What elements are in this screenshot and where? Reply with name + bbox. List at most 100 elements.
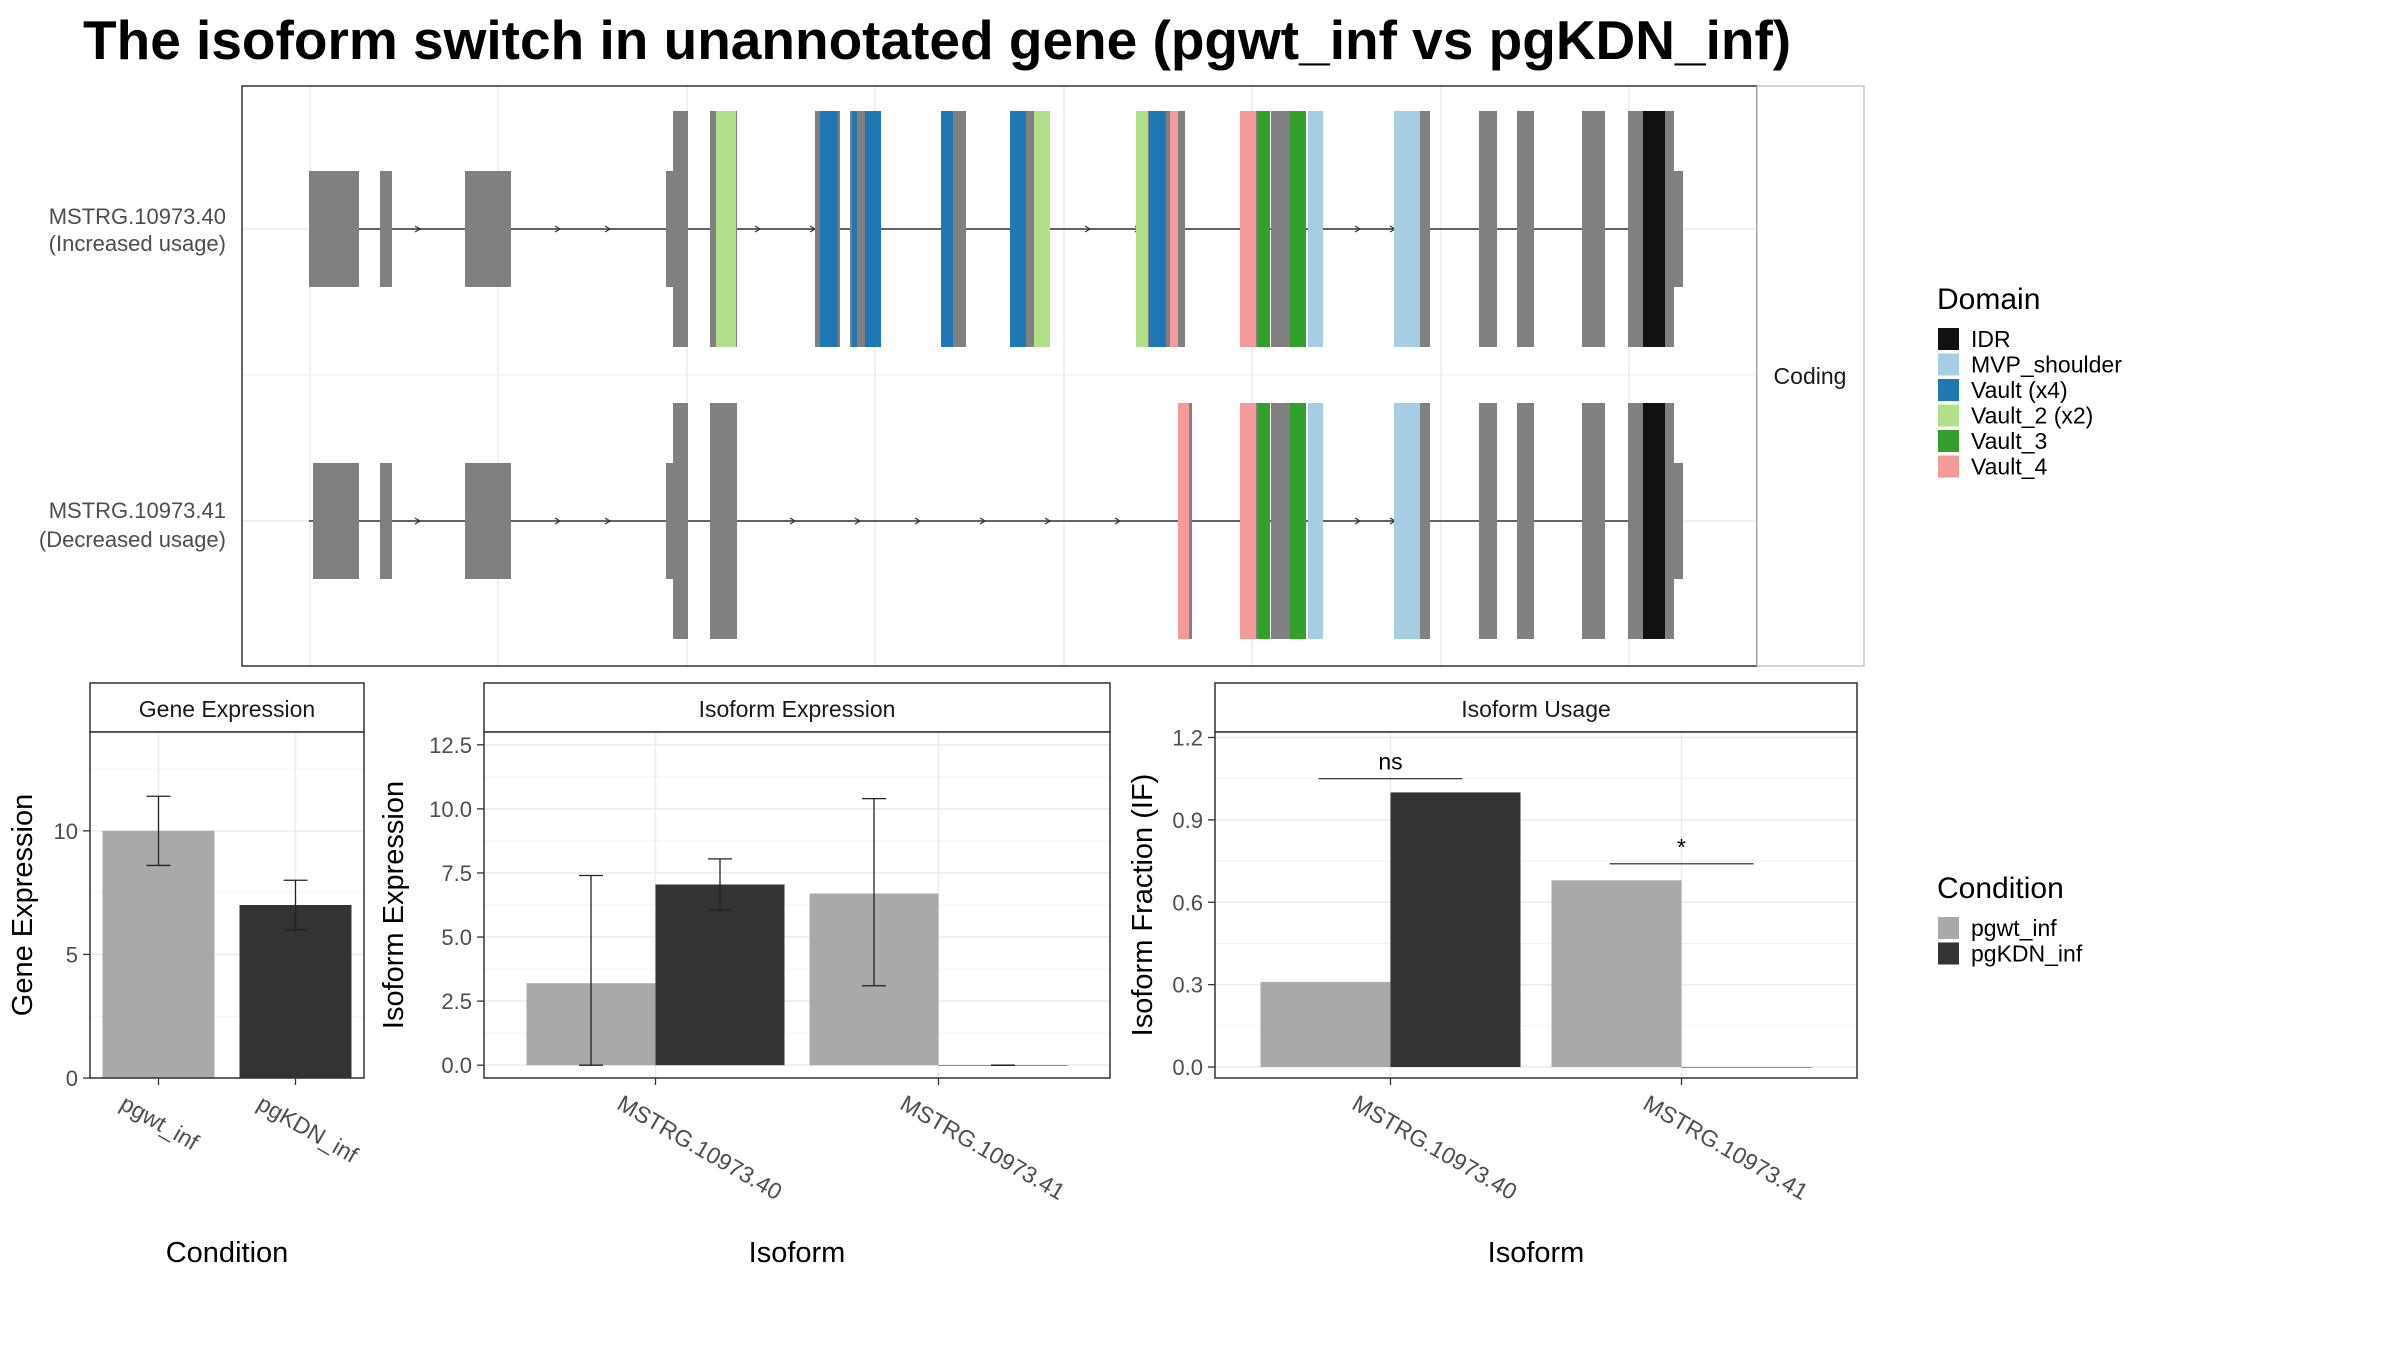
domain-legend-swatch [1938,328,1959,350]
y-tick-label: 0.3 [1172,973,1203,998]
exon [1517,403,1534,639]
strand-arrow [1354,517,1362,525]
domain-vault-3 [1290,403,1306,639]
domain-legend-swatch [1938,404,1959,427]
domain-legend-swatch [1938,430,1959,452]
domain-vault-2 [1034,111,1050,347]
bar [1681,1067,1812,1068]
domain-legend-label: Vault_4 [1971,454,2048,480]
domain-vault-3 [1258,111,1270,347]
chart-title: The isoform switch in unannotated gene (… [83,9,1792,71]
y-tick-label: 10.0 [429,797,472,822]
panel-strip [89,682,365,733]
exon [1517,111,1534,347]
domain-vault-3 [1290,111,1306,347]
gene-expression-panel: Gene Expression 0 5 10 pgwt_inf pgKDN_inf Cond… [7,682,365,1269]
x-tick-label: MSTRG.10973.40 [613,1090,787,1205]
domain-vault [1010,111,1026,347]
strand-arrow [604,517,612,525]
isoform-track-41 [309,403,1683,639]
domain-mvp-shoulder [1394,403,1420,639]
exon [666,171,674,287]
exon [1176,111,1185,347]
domain-legend-label: Vault (x4) [1971,377,2068,403]
y-tick-label: 1.2 [1172,725,1203,750]
exon [1674,463,1683,579]
x-axis-title: Isoform [1488,1237,1585,1269]
strand-arrow [1084,225,1092,233]
significance-label: * [1677,834,1686,860]
panel-strip-title: Isoform Usage [1461,696,1611,722]
y-axis-title: Isoform Expression [378,781,410,1029]
exon [380,171,392,287]
condition-legend-title: Condition [1937,872,2064,905]
strand-arrow [754,225,762,233]
domain-legend-swatch [1938,353,1959,376]
y-axis-title: Isoform Fraction (IF) [1127,774,1159,1037]
exon [1479,403,1497,639]
y-tick-label: 0.0 [1172,1055,1203,1080]
bar [655,884,785,1066]
domain-vault [820,111,838,347]
domain-vault [1149,111,1166,347]
strand-arrow [979,517,987,525]
isoform-note-40: (Increased usage) [49,231,226,256]
exon [1582,403,1605,639]
y-tick-label: 5.0 [441,925,472,950]
significance-label: ns [1378,749,1402,775]
domain-vault-2 [1136,111,1148,347]
y-tick-label: 12.5 [429,733,472,758]
domain-vault-4 [1178,403,1189,639]
exon [1582,111,1605,347]
strand-arrow [414,225,422,233]
x-axis-title: Condition [166,1237,289,1269]
exon [710,403,737,639]
domain-legend-label: Vault_2 (x2) [1971,403,2093,429]
domain-legend-swatch [1938,379,1959,401]
x-tick-label: MSTRG.10973.41 [1639,1090,1813,1205]
bar [239,905,352,1078]
exon [465,463,511,579]
bar [102,830,215,1078]
strand-arrow [604,225,612,233]
domain-vault-4 [1240,111,1256,347]
condition-legend-label: pgKDN_inf [1971,941,2083,967]
domain-legend-swatch [1938,455,1959,478]
structure-isoforms [309,111,1683,639]
x-axis-title: Isoform [749,1237,846,1269]
domain-legend-label: Vault_3 [1971,428,2047,454]
domain-idr [1643,403,1665,639]
panel-strip [483,682,1111,733]
domain-vault-3 [1258,403,1270,639]
y-tick-label: 5 [66,942,78,967]
x-tick-label: MSTRG.10973.41 [896,1090,1070,1205]
domain-mvp-shoulder [1308,111,1323,347]
strand-arrow [1114,517,1122,525]
strand-arrow [554,225,562,233]
x-tick-label: pgwt_inf [116,1090,204,1156]
exon [465,171,511,287]
strand-arrow [854,517,862,525]
panel-strip-title: Isoform Expression [699,696,896,722]
strand-arrow [554,517,562,525]
isoform-structure-panel: Coding MSTRG.10973.40 (Increased usage) … [39,85,1865,667]
isoform-note-41: (Decreased usage) [39,527,226,552]
domain-vault-2 [716,111,736,347]
y-tick-label: 7.5 [441,861,472,886]
strand-arrow [914,517,922,525]
panel-strip-title: Gene Expression [139,696,315,722]
exon [309,171,359,287]
isoform-expression-panel: Isoform Expression 0.0 2.5 5.0 7.5 10.0 12.5 MS… [378,682,1111,1269]
domain-vault-4 [1240,403,1256,639]
panel-border [483,731,1111,1079]
bar [1551,880,1682,1068]
strand-arrow [1354,225,1362,233]
isoform-label-40: MSTRG.10973.40 [49,204,226,229]
domain-mvp-shoulder [1394,111,1420,347]
domain-vault [941,111,953,347]
domain-legend-label: MVP_shoulder [1971,352,2122,378]
exon [380,463,392,579]
y-tick-label: 2.5 [441,989,472,1014]
